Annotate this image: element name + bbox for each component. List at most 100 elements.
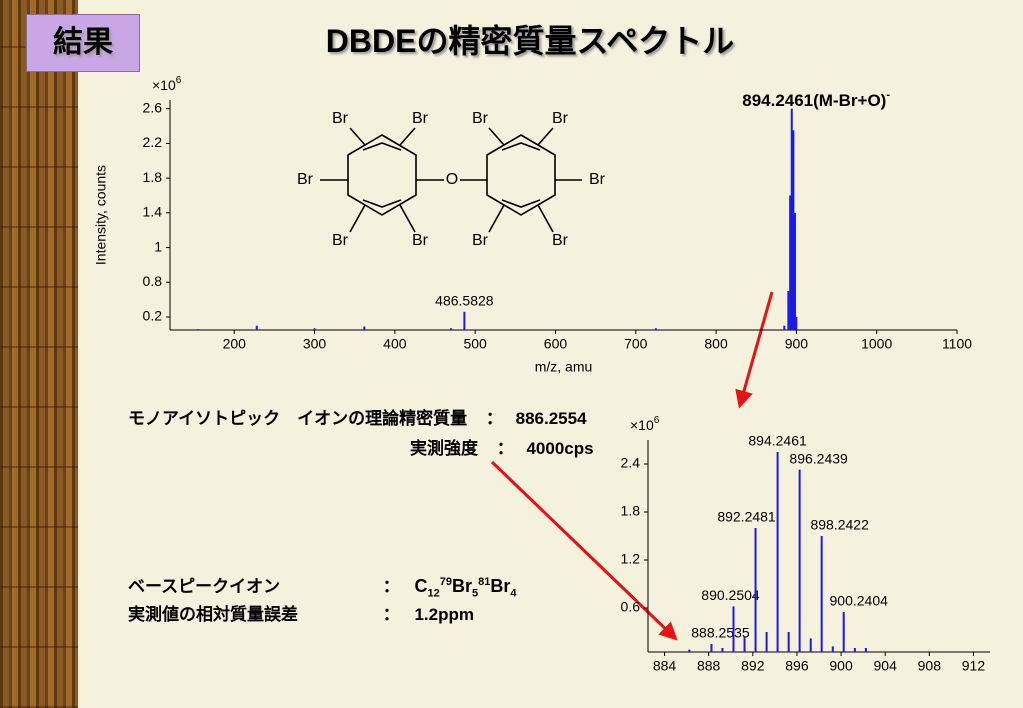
x-tick-label: 600: [544, 336, 568, 352]
atom-label: Br: [412, 232, 429, 249]
info-line: モノアイソトピック イオンの理論精密質量 ： 886.2554: [128, 404, 587, 429]
structure-labels: Br Br Br Br Br O Br Br Br Br Br: [297, 110, 606, 249]
multiplier: ×106: [152, 75, 182, 93]
peak-label: 888.2535: [691, 625, 750, 641]
x-tick-label: 1100: [942, 336, 972, 352]
info-sep: ：: [485, 409, 503, 428]
info-line: 実測値の相対質量誤差 ： 1.2ppm: [128, 600, 474, 625]
wood-sidebar: [0, 0, 78, 708]
atom-label: Br: [552, 232, 569, 249]
info-label: 実測値の相対質量誤差: [128, 605, 298, 624]
x-tick-label: 900: [785, 336, 809, 352]
multiplier-base: ×10: [630, 417, 654, 433]
y-tick-label: 1.2: [621, 551, 641, 567]
formula-sup: 79: [439, 576, 452, 588]
y-tick-label: 1.4: [143, 204, 163, 220]
multiplier-exp: 6: [176, 75, 182, 86]
formula-sub: 4: [510, 587, 517, 600]
multiplier: ×106: [630, 415, 660, 433]
y-tick-label: 2.2: [143, 134, 163, 150]
peak-label: 486.5828: [435, 292, 494, 308]
bond: [349, 204, 366, 233]
y-axis-label: Intensity, counts: [93, 165, 109, 265]
double-bond: [362, 199, 402, 208]
info-sep: ：: [496, 439, 514, 458]
x-tick-label: 888: [697, 658, 721, 674]
peak-label: 898.2422: [810, 517, 869, 533]
info-value: 886.2554: [515, 409, 587, 428]
slide-title: DBDEの精密質量スペクトル: [325, 23, 735, 59]
info-sep: ：: [382, 577, 400, 596]
formula-part: C: [414, 576, 428, 596]
atom-label: Br: [589, 171, 606, 188]
peak-label: 900.2404: [830, 593, 889, 609]
ring: [347, 134, 417, 216]
atom-label: Br: [412, 110, 429, 127]
double-bond: [501, 199, 541, 208]
info-label: 実測強度: [410, 439, 478, 458]
y-tick-label: 0.8: [143, 273, 163, 289]
double-bond: [362, 142, 402, 151]
info-sep: ：: [382, 605, 400, 624]
formula-part: Br: [490, 576, 511, 596]
x-tick-label: 904: [874, 658, 898, 674]
arrow: [735, 291, 774, 409]
multiplier-base: ×10: [152, 77, 176, 93]
atom-label: Br: [552, 110, 569, 127]
bond: [349, 127, 366, 146]
y-tick-label: 1.8: [621, 503, 641, 519]
atom-label: Br: [297, 171, 314, 188]
info-value: 1.2ppm: [414, 605, 474, 624]
x-axis-label: m/z, amu: [535, 359, 593, 375]
info-line: 実測強度 ： 4000cps: [410, 434, 594, 459]
y-tick-label: 1.8: [143, 169, 163, 185]
y-tick-label: 1: [154, 238, 162, 254]
multiplier-exp: 6: [654, 415, 660, 426]
peak-label: 890.2504: [701, 587, 760, 603]
x-tick-label: 800: [704, 336, 728, 352]
peak-label: 896.2439: [789, 450, 848, 466]
x-tick-label: 700: [624, 336, 648, 352]
atom-label: Br: [332, 110, 349, 127]
x-tick-label: 884: [653, 658, 677, 674]
info-line: ベースピークイオン ： C1279Br581Br4: [128, 572, 517, 600]
x-tick-label: 912: [962, 658, 986, 674]
annotation-sup: -: [886, 89, 890, 101]
bond: [537, 127, 554, 146]
peak-annotation: 894.2461(M-Br+O)-: [742, 89, 890, 111]
x-tick-label: 892: [741, 658, 765, 674]
double-bond: [501, 142, 541, 151]
bond: [537, 204, 554, 233]
x-tick-label: 908: [918, 658, 942, 674]
atom-label: Br: [332, 232, 349, 249]
formula-sup: 81: [478, 576, 491, 588]
info-label: モノアイソトピック イオンの理論精密質量: [128, 409, 468, 428]
annotation-text: 894.2461(M-Br+O): [742, 91, 886, 110]
x-tick-label: 500: [463, 336, 487, 352]
structure: [320, 127, 582, 233]
bond: [399, 204, 416, 233]
x-tick-label: 1000: [861, 336, 892, 352]
y-tick-label: 2.4: [621, 455, 641, 471]
bond: [488, 204, 505, 233]
y-tick-label: 0.2: [143, 308, 163, 324]
bond: [488, 127, 505, 146]
x-tick-label: 200: [223, 336, 247, 352]
atom-label: O: [446, 171, 458, 188]
x-tick-label: 400: [383, 336, 407, 352]
formula-part: Br: [451, 576, 472, 596]
x-tick-label: 896: [785, 658, 809, 674]
info-label: ベースピークイオン: [128, 577, 281, 596]
atom-label: Br: [472, 110, 489, 127]
formula-sub: 12: [427, 587, 440, 600]
ring: [486, 134, 556, 216]
info-value: 4000cps: [526, 439, 594, 458]
formula: C1279Br581Br4: [414, 576, 516, 600]
y-tick-label: 0.6: [621, 599, 641, 615]
peak-label: 894.2461: [748, 433, 807, 449]
formula-sub: 5: [471, 587, 479, 600]
y-tick-label: 2.6: [143, 99, 163, 115]
section-tag: 結果: [26, 14, 140, 72]
